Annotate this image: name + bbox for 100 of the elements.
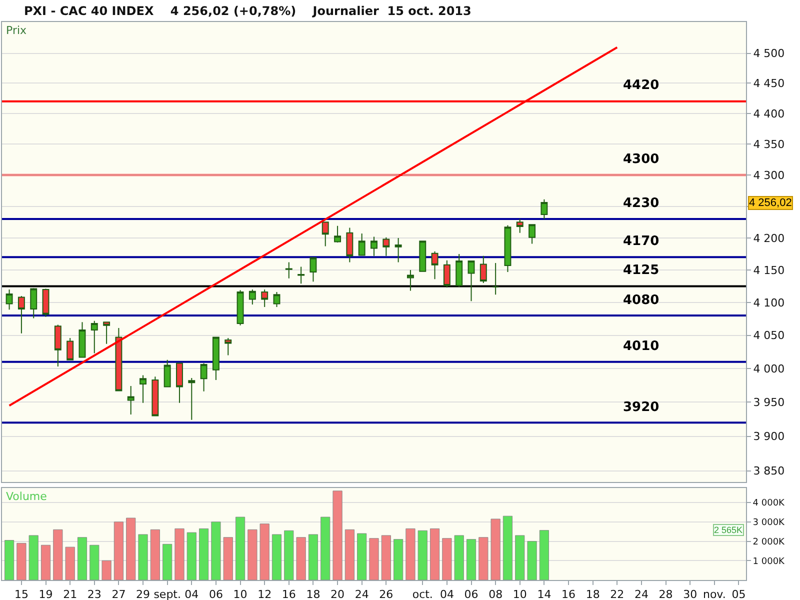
bar [65, 546, 75, 580]
candlestick [140, 374, 146, 404]
candlestick [127, 386, 134, 415]
y-tick-label: 2 000K [752, 537, 786, 548]
bar [406, 528, 416, 580]
annotation: 2 565K [714, 525, 743, 535]
x-tick-label: nov. [702, 588, 726, 600]
bar [478, 537, 488, 580]
bar [454, 535, 464, 580]
bar [284, 530, 294, 580]
x-tick-label: 27 [112, 588, 126, 600]
x-tick-label: oct. [412, 588, 433, 600]
candlestick [334, 225, 342, 243]
x-tick-label: 22 [610, 588, 624, 600]
candlestick [358, 233, 366, 256]
candlestick [394, 237, 402, 263]
candlestick [115, 328, 122, 392]
candlestick [370, 236, 378, 256]
chart-title: PXI - CAC 40 INDEX 4 256,02 (+0,78%) Journalier 15 oct. 2013 [24, 4, 472, 18]
candlestick [90, 320, 98, 354]
bar [162, 544, 172, 580]
bar [296, 537, 306, 580]
candlestick [540, 198, 548, 220]
candlestick [480, 255, 487, 284]
x-tick-label: 21 [63, 588, 78, 600]
candlestick [298, 266, 305, 284]
bar [40, 544, 51, 580]
bar [90, 544, 100, 580]
candlestick [152, 376, 159, 416]
bar [344, 529, 354, 580]
bar [186, 532, 196, 580]
chart-title: Volume [6, 490, 48, 503]
x-tick-label: 10 [233, 588, 248, 600]
bar [53, 529, 63, 580]
candlestick [176, 362, 183, 404]
bar [272, 534, 282, 580]
candlestick [212, 336, 220, 380]
bar [16, 542, 26, 580]
ref-line-label: 4125 [623, 263, 660, 278]
bar [235, 516, 246, 580]
y-tick-label: 4 400 [753, 107, 785, 120]
ref-line-label: 4420 [623, 78, 660, 93]
ref-line-label: 4300 [623, 152, 660, 167]
y-tick-label: 3 850 [753, 464, 785, 478]
bar [77, 537, 88, 580]
candlestick [78, 322, 86, 358]
bar [332, 490, 342, 580]
bar [442, 538, 452, 580]
bar [539, 530, 549, 580]
x-tick-label: 24 [354, 588, 369, 600]
candlestick [224, 337, 232, 356]
candlestick [468, 260, 475, 302]
x-tick-label: 16 [282, 588, 296, 600]
bar [150, 529, 160, 580]
x-tick-label: 24 [634, 588, 648, 600]
y-tick-label: 3 900 [753, 430, 785, 444]
x-tick-label: 29 [136, 588, 150, 600]
x-tick-label: 05 [732, 588, 746, 600]
bar [211, 522, 221, 580]
bar [138, 534, 148, 580]
candlestick [492, 262, 500, 296]
bar [102, 560, 112, 580]
y-tick-label: 4 300 [753, 168, 785, 182]
x-tick-label: 08 [488, 588, 503, 600]
candlestick [456, 253, 463, 288]
bar [260, 524, 270, 580]
x-tick-label: 19 [38, 588, 53, 600]
x-tick-label: 16 [562, 588, 576, 600]
y-tick-label: 4 050 [753, 329, 785, 342]
bar [28, 535, 38, 580]
y-tick-label: 4 000K [752, 498, 786, 509]
x-tick-label: 10 [512, 588, 527, 600]
ref-line-label: 4230 [623, 196, 660, 211]
bar [308, 534, 318, 580]
candlestick [261, 288, 268, 308]
candlestick [18, 295, 25, 334]
y-tick-label: 3 000K [752, 518, 786, 528]
x-tick-label: 20 [330, 588, 345, 600]
x-tick-label: 30 [683, 588, 698, 600]
candlestick [516, 218, 524, 234]
y-tick-label: 4 100 [753, 296, 785, 310]
candlestick [236, 290, 244, 326]
candlestick [504, 224, 512, 272]
candlestick [346, 227, 354, 263]
bar [527, 541, 537, 580]
x-tick-label: 12 [258, 588, 272, 600]
annotation: Prix [6, 24, 28, 37]
bar [223, 537, 233, 580]
x-tick-label: 06 [208, 588, 223, 600]
x-tick-label: 18 [306, 588, 320, 600]
bar [381, 535, 391, 580]
y-tick-label: 4 500 [753, 47, 785, 60]
y-tick-label: 4 200 [753, 232, 785, 245]
x-tick-label: 06 [464, 588, 478, 600]
bar [126, 518, 136, 580]
x-tick-label: 04 [440, 588, 454, 600]
candlestick [200, 362, 208, 392]
candlestick [443, 260, 450, 288]
bar [357, 533, 367, 580]
x-tick-label: 15 [14, 588, 28, 600]
